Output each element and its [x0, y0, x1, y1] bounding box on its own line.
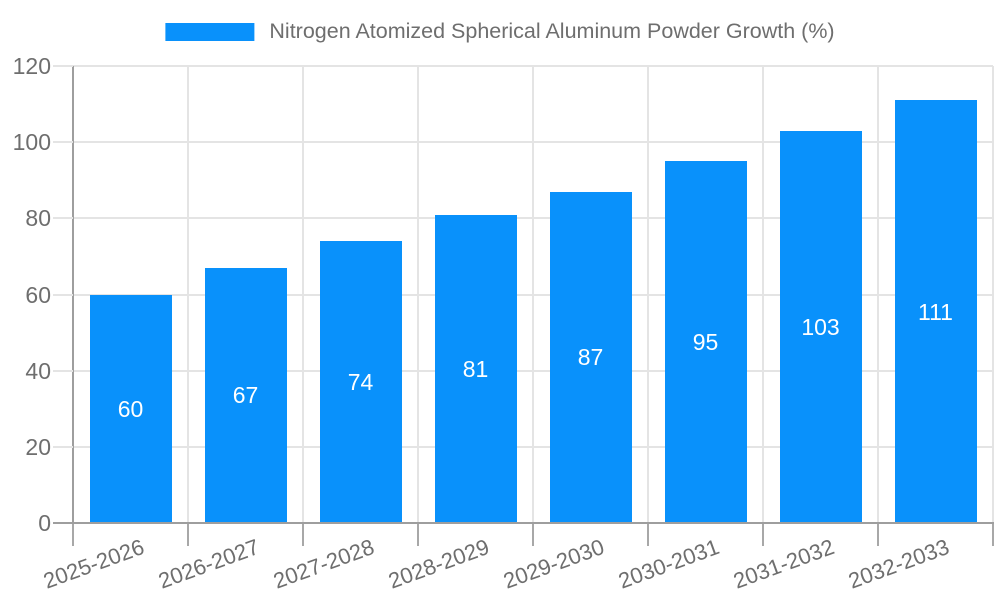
gridline-vertical — [992, 66, 994, 523]
bar-value-label: 60 — [117, 395, 144, 422]
y-axis-tick-label: 120 — [12, 53, 51, 79]
x-axis-tick-label: 2029-2030 — [500, 534, 608, 594]
x-axis-tick — [762, 524, 764, 546]
legend-label: Nitrogen Atomized Spherical Aluminum Pow… — [269, 19, 835, 43]
x-axis-tick — [187, 524, 189, 546]
x-axis-tick-label: 2032-2033 — [845, 534, 953, 594]
y-axis-line — [72, 66, 74, 523]
x-axis-line — [72, 522, 994, 524]
x-axis-tick-label: 2031-2032 — [730, 534, 838, 594]
bar — [549, 191, 632, 523]
y-axis-tick — [53, 522, 73, 524]
bar — [779, 130, 862, 523]
gridline-vertical — [302, 66, 304, 523]
y-axis-tick — [53, 65, 73, 67]
y-axis-tick — [53, 369, 73, 372]
bar-value-label: 81 — [462, 355, 489, 382]
y-axis-tick — [53, 217, 73, 220]
x-axis-tick — [72, 524, 74, 546]
bar — [204, 267, 287, 523]
legend-swatch — [165, 22, 255, 41]
bar-value-label: 111 — [918, 298, 953, 325]
bar-value-label: 74 — [347, 369, 374, 396]
gridline-vertical — [877, 66, 879, 523]
legend-item[interactable]: Nitrogen Atomized Spherical Aluminum Pow… — [165, 19, 835, 44]
y-axis-tick — [53, 141, 73, 144]
bar-value-label: 87 — [577, 344, 604, 371]
y-axis-tick-label: 40 — [25, 357, 51, 384]
x-axis-tick-label: 2025-2026 — [40, 534, 148, 594]
x-axis-tick-label: 2027-2028 — [270, 534, 378, 594]
y-axis-tick-label: 0 — [38, 510, 51, 536]
bar — [894, 100, 977, 523]
bar — [664, 161, 747, 523]
x-axis-tick — [647, 524, 649, 546]
x-axis-tick-label: 2028-2029 — [385, 534, 493, 594]
bar-value-label: 67 — [232, 382, 259, 409]
x-axis-tick — [302, 524, 304, 546]
bar — [89, 294, 172, 523]
y-axis-tick — [53, 445, 73, 448]
x-axis-tick-label: 2030-2031 — [615, 534, 723, 594]
y-axis-tick-label: 20 — [25, 433, 51, 460]
bar-value-label: 103 — [801, 313, 840, 340]
bar — [434, 214, 517, 523]
y-axis-tick — [53, 293, 73, 296]
gridline-vertical — [647, 66, 649, 523]
gridline-vertical — [187, 66, 189, 523]
x-axis-tick — [532, 524, 534, 546]
gridline-vertical — [762, 66, 764, 523]
bar — [319, 241, 402, 523]
y-axis-tick-label: 100 — [12, 129, 51, 156]
x-axis-tick-label: 2026-2027 — [155, 534, 263, 594]
y-axis-tick-label: 60 — [25, 281, 51, 308]
gridline-vertical — [417, 66, 419, 523]
y-axis-tick-label: 80 — [25, 205, 51, 232]
gridline-vertical — [532, 66, 534, 523]
x-axis-tick — [992, 524, 994, 546]
x-axis-tick — [417, 524, 419, 546]
x-axis-tick — [877, 524, 879, 546]
bar-value-label: 95 — [692, 329, 719, 356]
